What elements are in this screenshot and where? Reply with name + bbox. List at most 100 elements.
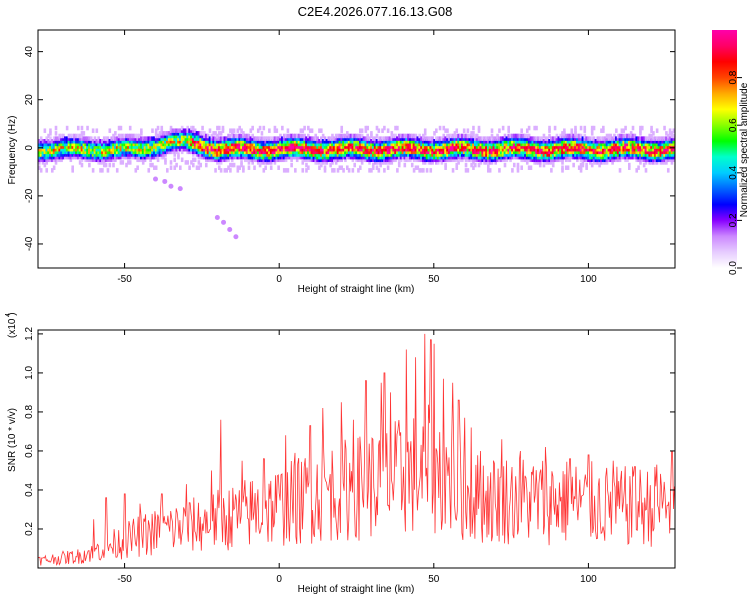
heatmap-cell xyxy=(88,157,91,163)
heatmap-cell xyxy=(91,157,95,163)
heatmap-cell xyxy=(631,141,635,147)
heatmap-cell xyxy=(394,152,397,157)
heatmap-cell xyxy=(566,141,570,147)
heatmap-cell xyxy=(563,136,566,141)
heatmap-cell xyxy=(364,141,368,147)
heatmap-cell xyxy=(516,146,520,152)
heatmap-cell xyxy=(644,152,648,157)
heatmap-cell xyxy=(236,146,240,152)
heatmap-cell xyxy=(320,146,323,152)
heatmap-cell xyxy=(403,162,407,168)
heatmap-cell xyxy=(52,157,56,163)
heatmap-cell xyxy=(422,144,425,149)
heatmap-cell xyxy=(485,157,488,163)
heatmap-cell xyxy=(659,157,663,163)
heatmap-cell xyxy=(486,160,490,165)
heatmap-cell xyxy=(609,136,613,141)
heatmap-cell xyxy=(626,139,629,144)
heatmap-cell xyxy=(188,131,191,136)
heatmap-cell xyxy=(581,160,585,165)
heatmap-cell xyxy=(234,144,238,149)
heatmap-cell xyxy=(162,141,165,147)
heatmap-cell xyxy=(323,160,327,165)
heatmap-cell xyxy=(455,144,459,149)
heatmap-cell xyxy=(297,152,301,157)
heatmap-cell xyxy=(130,146,134,152)
heatmap-cell xyxy=(323,154,327,160)
heatmap-cell xyxy=(321,157,325,163)
heatmap-cell xyxy=(579,144,583,149)
heatmap-cell xyxy=(303,139,306,144)
heatmap-cell xyxy=(394,149,397,155)
heatmap-cell xyxy=(199,162,203,168)
heatmap-cell xyxy=(169,160,173,165)
heatmap-cell xyxy=(461,136,464,141)
heatmap-cell xyxy=(106,139,110,144)
heatmap-cell xyxy=(279,136,282,141)
heatmap-cell xyxy=(527,125,531,131)
heatmap-cell xyxy=(653,136,657,141)
heatmap-cell xyxy=(659,149,663,155)
heatmap-cell xyxy=(422,139,425,144)
heatmap-cell xyxy=(557,144,561,149)
heatmap-cell xyxy=(173,136,177,141)
heatmap-cell xyxy=(514,141,518,147)
heatmap-cell xyxy=(340,152,344,157)
heatmap-cell xyxy=(596,149,600,155)
heatmap-cell xyxy=(631,139,635,144)
heatmap-cell xyxy=(618,144,622,149)
heatmap-cell xyxy=(496,144,499,149)
heatmap-cell xyxy=(78,152,82,157)
heatmap-cell xyxy=(182,146,186,152)
heatmap-cell xyxy=(603,146,607,152)
heatmap-cell xyxy=(225,149,228,155)
heatmap-cell xyxy=(314,146,318,152)
heatmap-cell xyxy=(533,136,536,141)
heatmap-cell xyxy=(626,152,629,157)
heatmap-cell xyxy=(89,152,93,157)
heatmap-cell xyxy=(269,165,273,170)
heatmap-cell xyxy=(182,139,186,144)
heatmap-cell xyxy=(95,146,99,152)
heatmap-cell xyxy=(71,165,74,170)
heatmap-cell xyxy=(345,131,349,136)
heatmap-cell xyxy=(535,146,538,152)
heatmap-cell xyxy=(191,141,195,147)
heatmap-cell xyxy=(101,141,104,147)
heatmap-cell xyxy=(644,141,648,147)
heatmap-cell xyxy=(338,139,342,144)
heatmap-cell xyxy=(594,141,598,147)
heatmap-cell xyxy=(345,165,349,170)
heatmap-cell xyxy=(238,144,241,149)
heatmap-cell xyxy=(509,149,512,155)
heatmap-cell xyxy=(138,136,141,141)
snr-xlabel: Height of straight line (km) xyxy=(298,584,415,595)
heatmap-cell xyxy=(474,157,477,163)
heatmap-cell xyxy=(145,152,149,157)
heatmap-cell xyxy=(360,160,364,165)
heatmap-cell xyxy=(652,139,655,144)
heatmap-cell xyxy=(273,157,277,163)
heatmap-cell xyxy=(570,128,574,133)
heatmap-cell xyxy=(251,149,254,155)
heatmap-cell xyxy=(99,144,102,149)
heatmap-cell xyxy=(436,146,440,152)
heatmap-cell xyxy=(153,139,156,144)
heatmap-cell xyxy=(418,152,421,157)
heatmap-cell xyxy=(602,136,605,141)
heatmap-cell xyxy=(368,136,371,141)
heatmap-cell xyxy=(262,160,266,165)
heatmap-cell xyxy=(496,139,499,144)
heatmap-cell xyxy=(468,157,472,163)
heatmap-cell xyxy=(531,146,535,152)
heatmap-cell xyxy=(485,136,488,141)
heatmap-cell xyxy=(43,154,47,160)
heatmap-cell xyxy=(264,146,267,152)
heatmap-cell xyxy=(531,144,535,149)
heatmap-cell xyxy=(546,144,549,149)
heatmap-cell xyxy=(238,133,241,139)
heatmap-cell xyxy=(435,146,438,152)
heatmap-cell xyxy=(115,144,119,149)
heatmap-cell xyxy=(640,146,644,152)
heatmap-cell xyxy=(268,146,271,152)
